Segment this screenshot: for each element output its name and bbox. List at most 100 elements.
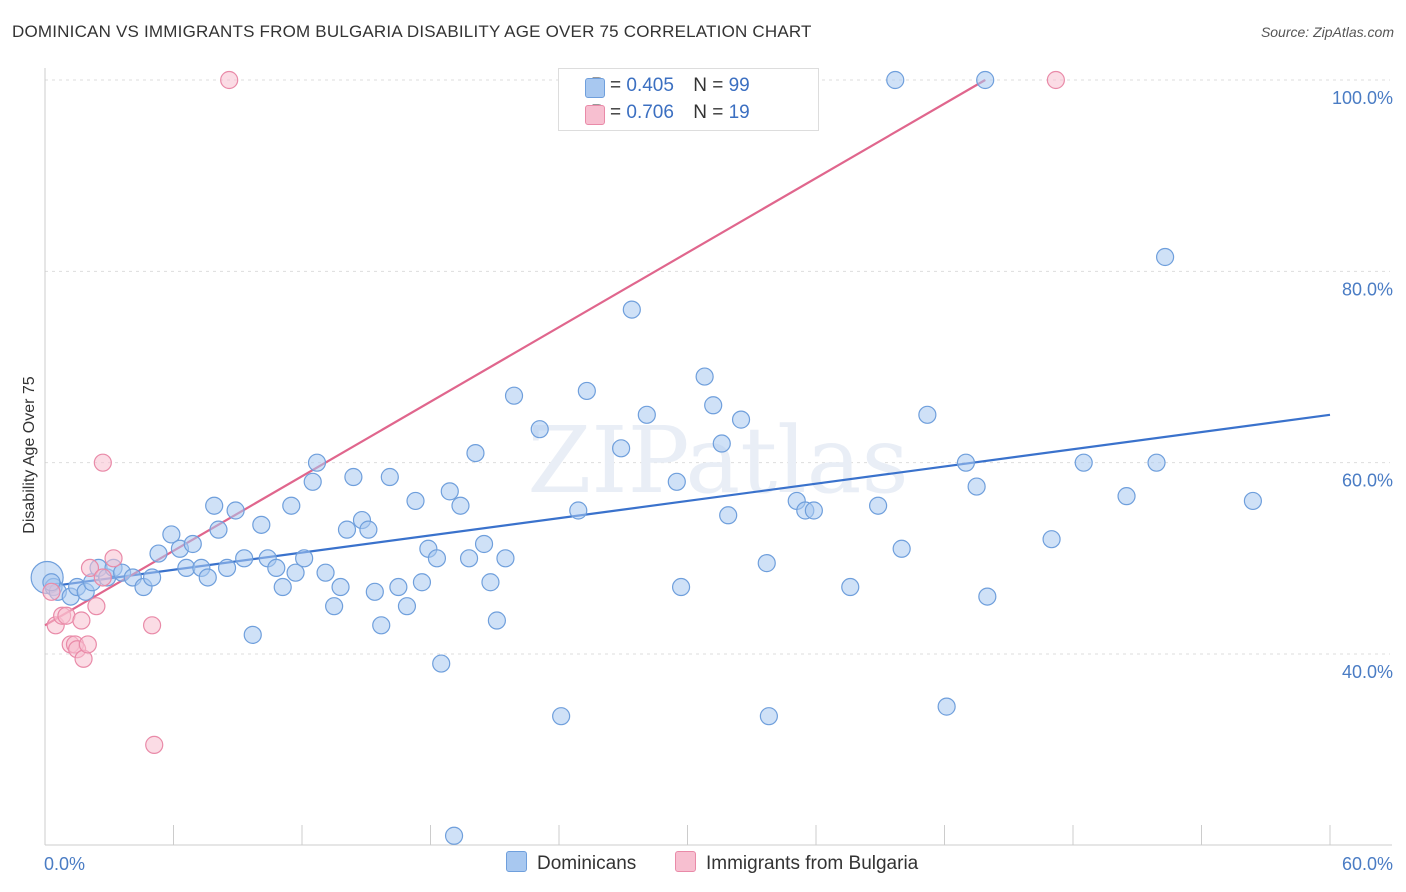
point-bulgaria (78, 635, 97, 654)
legend-swatch-dominicans (585, 78, 605, 98)
x-tick-labels: 0.0% 60.0% (44, 854, 1393, 874)
point-dominicans (869, 496, 888, 515)
point-dominicans (712, 434, 731, 453)
point-dominicans (956, 453, 976, 472)
point-dominicans (704, 396, 723, 415)
point-dominicans (967, 477, 986, 496)
point-dominicans (235, 549, 254, 568)
point-dominicans (389, 577, 408, 597)
point-bulgaria (104, 549, 123, 568)
point-dominicans (444, 826, 464, 845)
x-tick-label: 0.0% (44, 854, 85, 874)
point-dominicans (804, 501, 823, 520)
y-tick-labels: 40.0% 60.0% 80.0% 100.0% (1332, 88, 1393, 682)
y-tick-label: 80.0% (1342, 279, 1393, 299)
point-dominicans (757, 554, 776, 573)
point-dominicans (273, 577, 292, 597)
point-dominicans (267, 558, 286, 578)
point-dominicans (217, 558, 237, 578)
point-dominicans (1243, 491, 1263, 511)
point-dominicans (331, 577, 350, 597)
point-dominicans (731, 410, 751, 429)
point-dominicans (243, 625, 262, 644)
legend-swatch-bulgaria (585, 105, 605, 125)
point-dominicans (976, 70, 995, 90)
point-dominicans (198, 568, 217, 587)
point-dominicans (307, 453, 327, 472)
point-bulgaria (87, 597, 106, 616)
point-dominicans (622, 300, 641, 319)
point-dominicans (886, 70, 905, 90)
point-dominicans (577, 381, 596, 401)
point-dominicans (481, 573, 500, 592)
point-dominicans (365, 582, 384, 601)
point-dominicans (552, 707, 571, 726)
point-dominicans (487, 611, 506, 630)
point-bulgaria (1046, 70, 1065, 90)
point-dominicans (372, 616, 391, 635)
legend: R = 0.405 N = 99 R = 0.706 N = 19 (558, 68, 819, 131)
point-dominicans (226, 501, 245, 520)
y-tick-label: 60.0% (1342, 471, 1393, 491)
point-dominicans (282, 496, 301, 515)
legend-row-dominicans: R = 0.405 N = 99 (585, 75, 750, 98)
trend-lines (44, 79, 1331, 627)
point-dominicans (1155, 247, 1175, 267)
point-bulgaria (80, 558, 100, 578)
point-bulgaria (220, 70, 239, 90)
point-dominicans (841, 577, 860, 597)
point-dominicans (667, 472, 686, 491)
point-bulgaria (93, 568, 112, 587)
data-points (30, 70, 1263, 845)
point-dominicans (695, 367, 714, 386)
point-dominicans (205, 496, 224, 515)
point-dominicans (637, 405, 656, 424)
point-dominicans (1147, 453, 1166, 472)
point-dominicans (380, 467, 399, 487)
point-dominicans (569, 501, 588, 520)
point-bulgaria (72, 611, 91, 630)
point-dominicans (466, 444, 485, 463)
point-dominicans (209, 520, 228, 539)
point-dominicans (427, 549, 447, 568)
point-dominicans (1117, 487, 1136, 506)
y-tick-label: 100.0% (1332, 88, 1393, 108)
point-dominicans (359, 520, 378, 539)
point-dominicans (937, 697, 956, 716)
point-bulgaria (57, 606, 76, 625)
point-dominicans (344, 467, 363, 487)
legend-row-bulgaria: R = 0.706 N = 19 (585, 102, 750, 125)
point-dominicans (719, 506, 738, 525)
point-dominicans (440, 482, 459, 501)
point-dominicans (149, 544, 168, 563)
point-dominicans (612, 439, 631, 458)
point-dominicans (918, 405, 937, 424)
bottom-legend-swatch-bulgaria (675, 851, 696, 872)
point-dominicans (978, 587, 997, 606)
point-bulgaria (93, 453, 112, 472)
point-dominicans (286, 563, 305, 582)
point-dominicans (496, 549, 515, 568)
point-dominicans (1042, 530, 1061, 549)
point-dominicans (303, 472, 322, 491)
y-axis-label: Disability Age Over 75 (21, 376, 38, 534)
point-dominicans (432, 654, 451, 673)
point-dominicans (142, 568, 162, 587)
gridlines (45, 79, 1390, 655)
point-dominicans (337, 520, 357, 539)
point-dominicans (892, 539, 911, 558)
point-dominicans (1074, 453, 1093, 472)
bottom-legend-dominicans: Dominicans (506, 851, 636, 875)
y-tick-label: 40.0% (1342, 662, 1393, 682)
bottom-legend-swatch-dominicans (506, 851, 527, 872)
point-dominicans (397, 597, 417, 616)
trend-line-bulgaria (44, 79, 986, 627)
x-tick-label: 60.0% (1342, 854, 1393, 874)
chart-title: DOMINICAN VS IMMIGRANTS FROM BULGARIA DI… (12, 22, 812, 41)
point-dominicans (316, 563, 335, 582)
point-dominicans (406, 491, 425, 511)
point-dominicans (451, 496, 470, 515)
point-dominicans (412, 573, 432, 592)
point-dominicans (530, 420, 549, 439)
